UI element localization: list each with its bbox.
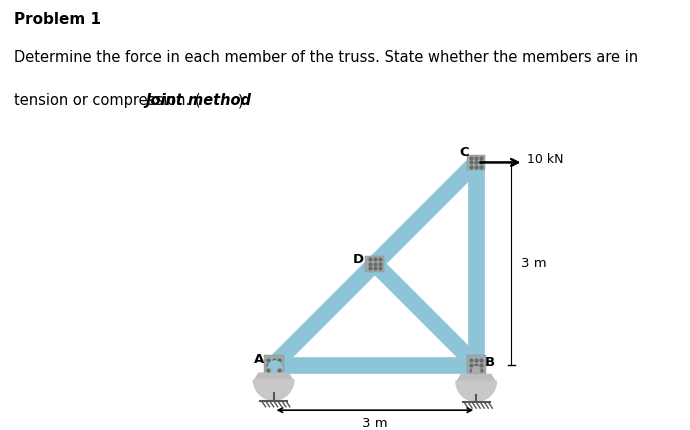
Text: 3 m: 3 m xyxy=(362,417,388,430)
Text: C: C xyxy=(459,147,469,160)
Wedge shape xyxy=(268,361,282,368)
Polygon shape xyxy=(457,375,495,381)
Bar xyxy=(466,356,486,375)
Bar xyxy=(271,367,276,372)
Text: A: A xyxy=(254,353,264,366)
Text: 3 m: 3 m xyxy=(521,257,546,270)
Polygon shape xyxy=(255,373,293,380)
Wedge shape xyxy=(253,380,294,400)
Text: ): ) xyxy=(237,93,244,108)
Circle shape xyxy=(473,367,480,374)
Text: D: D xyxy=(353,253,364,266)
Bar xyxy=(264,356,284,375)
Text: 10 kN: 10 kN xyxy=(527,153,564,166)
Text: Problem 1: Problem 1 xyxy=(14,12,101,27)
Text: B: B xyxy=(484,356,495,369)
Bar xyxy=(366,255,384,272)
Bar xyxy=(467,155,485,170)
Wedge shape xyxy=(456,381,496,401)
Text: Joint method: Joint method xyxy=(145,93,251,108)
Text: tension or compression. (: tension or compression. ( xyxy=(14,93,200,108)
Text: Determine the force in each member of the truss. State whether the members are i: Determine the force in each member of th… xyxy=(14,50,638,65)
